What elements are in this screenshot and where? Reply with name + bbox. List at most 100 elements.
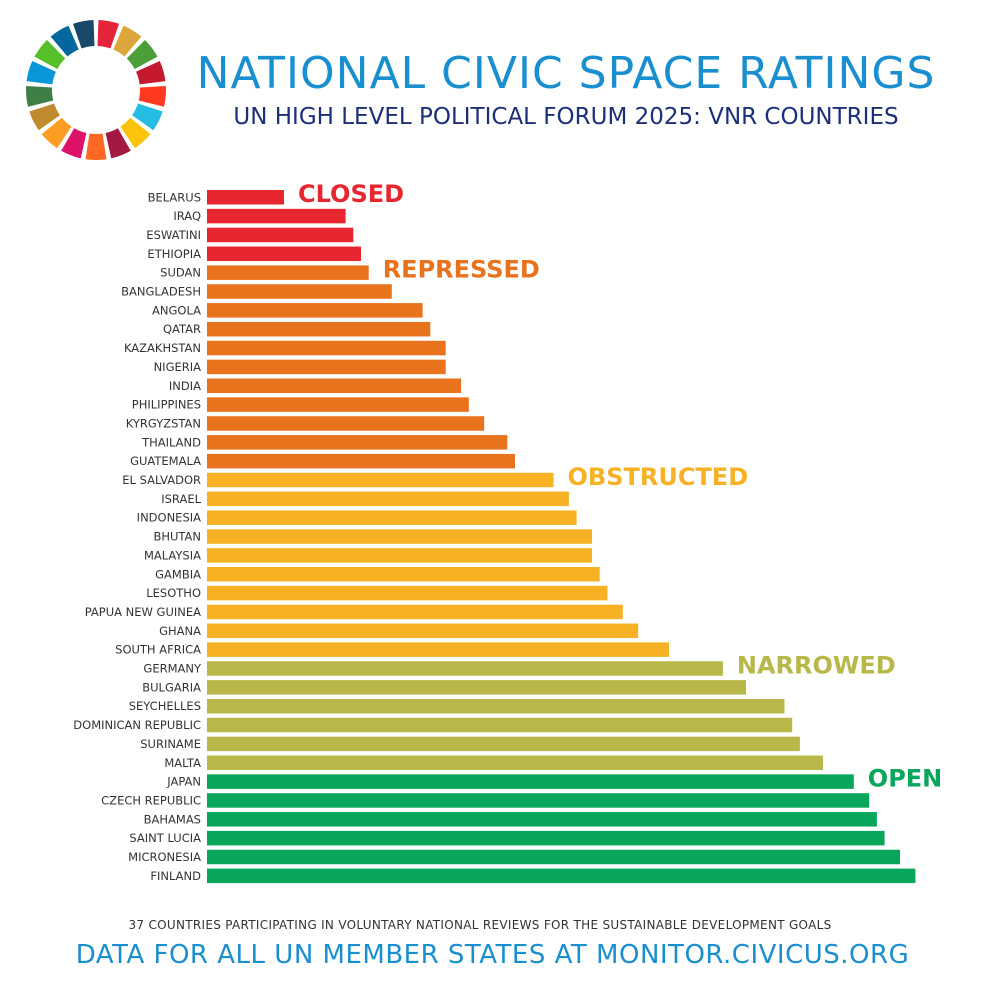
logo-segment [50,25,79,57]
bar [207,340,446,356]
logo-segment [105,128,131,159]
category-label: MALAYSIA [144,548,201,562]
category-label: PHILIPPINES [132,398,201,412]
bar [207,378,462,393]
category-label: KAZAKHSTAN [124,341,201,355]
logo-segment [73,20,95,49]
category-label: BAHAMAS [144,812,201,826]
bar [207,453,515,469]
bar [207,284,392,299]
bar [207,435,508,450]
bar [207,529,592,544]
rating-label-closed: CLOSED [298,180,404,208]
bar [207,698,785,714]
bar [207,868,916,884]
logo-segment [85,133,107,161]
rating-label-open: OPEN [868,764,942,792]
chart-title: NATIONAL CIVIC SPACE RATINGS [196,48,936,99]
bar [207,661,723,676]
bar [207,680,746,695]
category-label: PAPUA NEW GUINEA [85,605,201,619]
logo-segment [132,103,163,131]
bar [207,849,900,865]
rating-label-obstructed: OBSTRUCTED [568,463,749,491]
bar [207,472,554,488]
logo-segment [29,103,60,131]
category-label: MICRONESIA [128,850,201,864]
logo-segment [97,20,119,49]
category-label: INDONESIA [137,511,201,525]
category-label: DOMINICAN REPUBLIC [73,718,201,732]
bar [207,208,346,224]
bar [207,812,877,827]
category-label: BELARUS [148,190,201,204]
bar [207,491,569,507]
bar [207,265,369,280]
logo-segment [34,39,66,70]
category-label: LESOTHO [146,586,201,600]
category-label: GAMBIA [155,567,201,581]
rating-label-narrowed: NARROWED [737,651,896,679]
monitor-link[interactable]: DATA FOR ALL UN MEMBER STATES AT MONITOR… [75,940,910,970]
bar [207,604,623,620]
category-label: GERMANY [143,662,202,676]
bar [207,397,469,412]
bar [207,227,354,243]
logo-segment [138,85,166,107]
category-label: SAINT LUCIA [129,831,201,845]
bar [207,567,600,582]
bar [207,585,608,601]
category-label: IRAQ [173,209,201,223]
bar [207,717,793,733]
bar [207,830,885,846]
category-label: ETHIOPIA [147,247,201,261]
category-label: QATAR [163,322,201,336]
category-label: SEYCHELLES [129,699,201,713]
footnote: 37 COUNTRIES PARTICIPATING IN VOLUNTARY … [128,918,832,932]
category-label: JAPAN [166,775,201,789]
bar [207,548,592,563]
category-label: SUDAN [160,266,201,280]
category-label: NIGERIA [154,360,202,374]
bar [207,793,870,808]
category-label: BULGARIA [142,680,201,694]
logo-segment [41,117,72,149]
logo-segment [136,61,166,85]
category-label: ESWATINI [146,228,201,242]
logo-segment [120,117,151,149]
rating-label-repressed: REPRESSED [383,255,540,283]
bar [207,359,446,375]
category-label: INDIA [169,379,201,393]
bar [207,774,854,789]
bar [207,510,577,525]
bar [207,755,823,770]
chart-subtitle: UN HIGH LEVEL POLITICAL FORUM 2025: VNR … [233,104,899,130]
bar [207,303,423,318]
logo-segment [26,61,56,85]
bar [207,642,669,657]
category-label: GHANA [159,624,201,638]
logo-segment [126,39,158,70]
category-label: THAILAND [141,435,201,449]
sdg-wheel-icon [26,20,166,161]
category-label: CZECH REPUBLIC [101,793,201,807]
category-label: BANGLADESH [121,285,201,299]
logo-segment [26,85,54,107]
category-label: ISRAEL [161,492,201,506]
bar [207,190,284,205]
category-label: BHUTAN [153,530,201,544]
bar [207,623,639,639]
logo-segment [61,128,87,159]
category-label: EL SALVADOR [122,473,201,487]
category-label: ANGOLA [152,303,201,317]
bar [207,321,431,337]
category-label: FINLAND [150,869,201,883]
bar-chart: BELARUS IRAQ ESWATINI ETHIOPIA SUDAN BANGLADE… [73,180,942,884]
category-label: SOUTH AFRICA [115,643,201,657]
category-label: SURINAME [140,737,201,751]
category-label: KYRGYZSTAN [126,416,201,430]
category-label: GUATEMALA [130,454,201,468]
bar [207,416,485,431]
category-label: MALTA [164,756,201,770]
bar [207,246,361,262]
